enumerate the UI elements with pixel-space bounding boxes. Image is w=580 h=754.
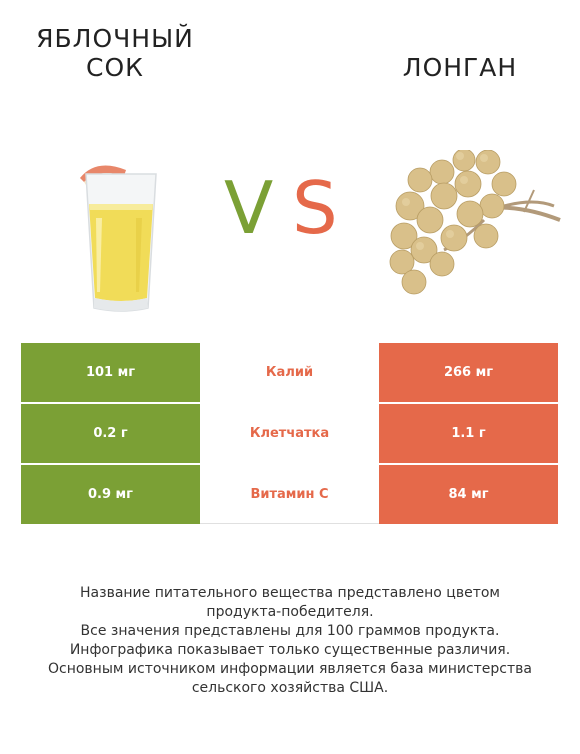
footnote-line: Инфографика показывает только существенн… xyxy=(69,642,511,658)
left-product-title: ЯБЛОЧНЫЙ СОК xyxy=(36,24,194,82)
footnote-line: Все значения представлены для 100 граммо… xyxy=(80,623,500,639)
table-row: 101 мг Калий 266 мг xyxy=(21,343,558,404)
nutrient-name: Калий xyxy=(200,343,379,404)
left-value: 0.9 мг xyxy=(21,464,200,524)
table-row: 0.9 мг Витамин С 84 мг xyxy=(21,464,558,524)
vs-letter-s: S xyxy=(292,166,338,250)
left-value: 101 мг xyxy=(21,343,200,404)
vs-letter-v: V xyxy=(224,166,274,250)
footnote-line: Основным источником информации является … xyxy=(48,661,532,677)
footnote-line: Название питательного вещества представл… xyxy=(80,585,500,601)
right-value: 84 мг xyxy=(379,464,558,524)
table-row: 0.2 г Клетчатка 1.1 г xyxy=(21,403,558,465)
footnote-line: сельского хозяйства США. xyxy=(191,680,389,696)
footnote-line: продукта-победителя. xyxy=(206,604,374,620)
nutrient-name: Витамин С xyxy=(200,464,379,524)
left-value: 0.2 г xyxy=(21,403,200,465)
right-product-title: ЛОНГАН xyxy=(402,53,518,82)
right-value: 1.1 г xyxy=(379,403,558,465)
right-value: 266 мг xyxy=(379,343,558,404)
apple-juice-glass-icon xyxy=(80,165,157,312)
nutrient-name: Клетчатка xyxy=(200,403,379,465)
footnote: Название питательного вещества представл… xyxy=(20,584,560,698)
nutrient-comparison-table: 101 мг Калий 266 мг 0.2 г Клетчатка 1.1 … xyxy=(21,343,558,524)
longan-fruit-cluster-icon xyxy=(389,150,561,295)
